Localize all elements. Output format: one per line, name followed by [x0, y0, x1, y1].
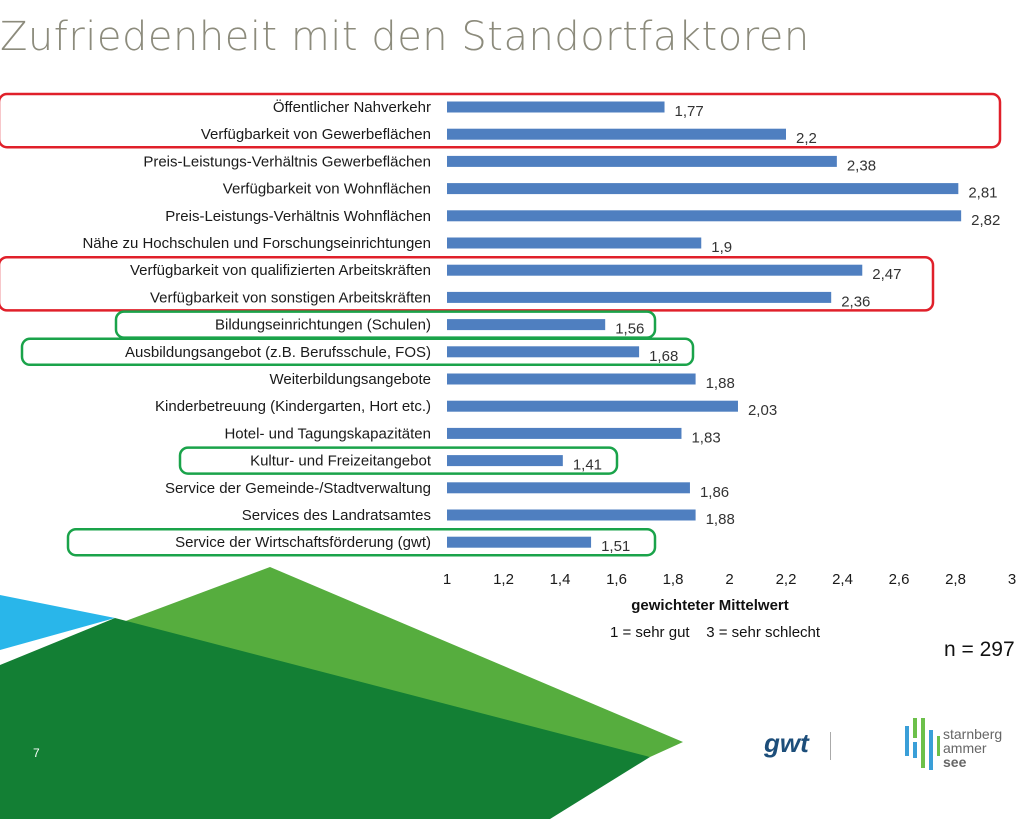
x-tick-label: 2,8	[945, 571, 966, 588]
x-tick-label: 1,6	[606, 571, 627, 588]
bar	[447, 101, 665, 113]
starnberg-logo-mark	[905, 718, 940, 770]
slide-title: Zufriedenheit mit den Standortfaktoren	[0, 14, 810, 60]
bar	[447, 346, 640, 358]
category-label: Öffentlicher Nahverkehr	[273, 98, 431, 116]
x-tick-label: 3	[1008, 571, 1016, 588]
category-label: Preis-Leistungs-Verhältnis Gewerbefläche…	[143, 153, 431, 170]
x-tick-label: 1,4	[550, 571, 571, 588]
category-label: Preis-Leistungs-Verhältnis Wohnflächen	[165, 208, 431, 225]
category-label: Ausbildungsangebot (z.B. Berufsschule, F…	[125, 344, 431, 361]
x-tick-label: 2,2	[776, 571, 797, 588]
bar	[447, 264, 863, 276]
category-label: Verfügbarkeit von sonstigen Arbeitskräft…	[150, 289, 431, 306]
data-label: 1,88	[706, 375, 735, 392]
data-label: 2,2	[796, 130, 817, 147]
category-label: Verfügbarkeit von qualifizierten Arbeits…	[130, 262, 431, 279]
data-label: 2,81	[968, 185, 997, 202]
data-label: 1,77	[675, 103, 704, 120]
category-label: Weiterbildungsangebote	[269, 371, 431, 388]
bar	[447, 183, 959, 195]
sample-size: n = 297	[944, 638, 1015, 661]
x-tick-label: 1,2	[493, 571, 514, 588]
data-label: 2,38	[847, 157, 876, 174]
bar	[447, 509, 696, 521]
data-label: 1,9	[711, 239, 732, 256]
bar	[447, 482, 690, 494]
x-tick-label: 2,6	[889, 571, 910, 588]
bar	[447, 536, 592, 548]
bar	[447, 455, 563, 467]
bar	[447, 237, 702, 249]
category-label: Verfügbarkeit von Gewerbeflächen	[201, 126, 431, 143]
data-label: 1,51	[601, 538, 630, 555]
bar	[447, 400, 738, 412]
logo-word: ammer	[943, 740, 987, 756]
green-highlight-box	[20, 337, 695, 367]
x-tick-label: 1,8	[663, 571, 684, 588]
bar	[447, 210, 962, 222]
data-label: 1,86	[700, 484, 729, 501]
bar	[447, 373, 696, 385]
light-green-shape	[0, 567, 683, 757]
category-label: Kultur- und Freizeitangebot	[250, 453, 432, 470]
data-label: 1,83	[691, 429, 720, 446]
bar	[447, 427, 682, 439]
category-label: Services des Landratsamtes	[242, 507, 431, 524]
green-highlight-box	[178, 446, 619, 475]
gwt-logo-subtext	[830, 732, 887, 760]
scale-note: 1 = sehr gut 3 = sehr schlecht	[609, 624, 821, 641]
blue-shape	[0, 595, 115, 650]
logo-word: starnberg	[943, 726, 1003, 742]
category-label: Kinderbetreuung (Kindergarten, Hort etc.…	[155, 398, 431, 415]
category-label: Bildungseinrichtungen (Schulen)	[215, 317, 431, 334]
logo-word: see	[943, 754, 967, 770]
dark-green-shape	[0, 618, 650, 819]
data-label: 1,88	[706, 511, 735, 528]
bar	[447, 291, 832, 303]
category-label: Hotel- und Tagungskapazitäten	[224, 425, 431, 442]
data-label: 2,82	[971, 212, 1000, 229]
bar	[447, 319, 606, 331]
green-highlight-box	[66, 527, 657, 557]
x-tick-label: 1	[443, 571, 451, 588]
x-tick-label: 2,4	[832, 571, 853, 588]
gwt-logo: gwt	[764, 728, 809, 758]
data-label: 2,03	[748, 402, 777, 419]
x-axis-label: gewichteter Mittelwert	[631, 597, 789, 614]
x-tick-label: 2	[725, 571, 733, 588]
data-label: 1,41	[573, 457, 602, 474]
category-label: Service der Gemeinde-/Stadtverwaltung	[165, 480, 431, 497]
data-label: 2,47	[872, 266, 901, 283]
page-number: 7	[33, 746, 40, 760]
category-label: Nähe zu Hochschulen und Forschungseinric…	[82, 235, 431, 252]
bar-chart: Öffentlicher Nahverkehr 1,77 Verfügbarkeit…	[0, 92, 1016, 588]
category-label: Verfügbarkeit von Wohnflächen	[223, 181, 431, 198]
data-label: 2,36	[841, 293, 870, 310]
bar	[447, 128, 786, 140]
starnberg-ammersee-logo: starnberg ammer see	[943, 727, 1002, 769]
data-label: 1,56	[615, 321, 644, 338]
data-label: 1,68	[649, 348, 678, 365]
red-highlight-box	[0, 92, 1002, 149]
category-label: Service der Wirtschaftsförderung (gwt)	[175, 534, 431, 551]
bar	[447, 155, 837, 167]
